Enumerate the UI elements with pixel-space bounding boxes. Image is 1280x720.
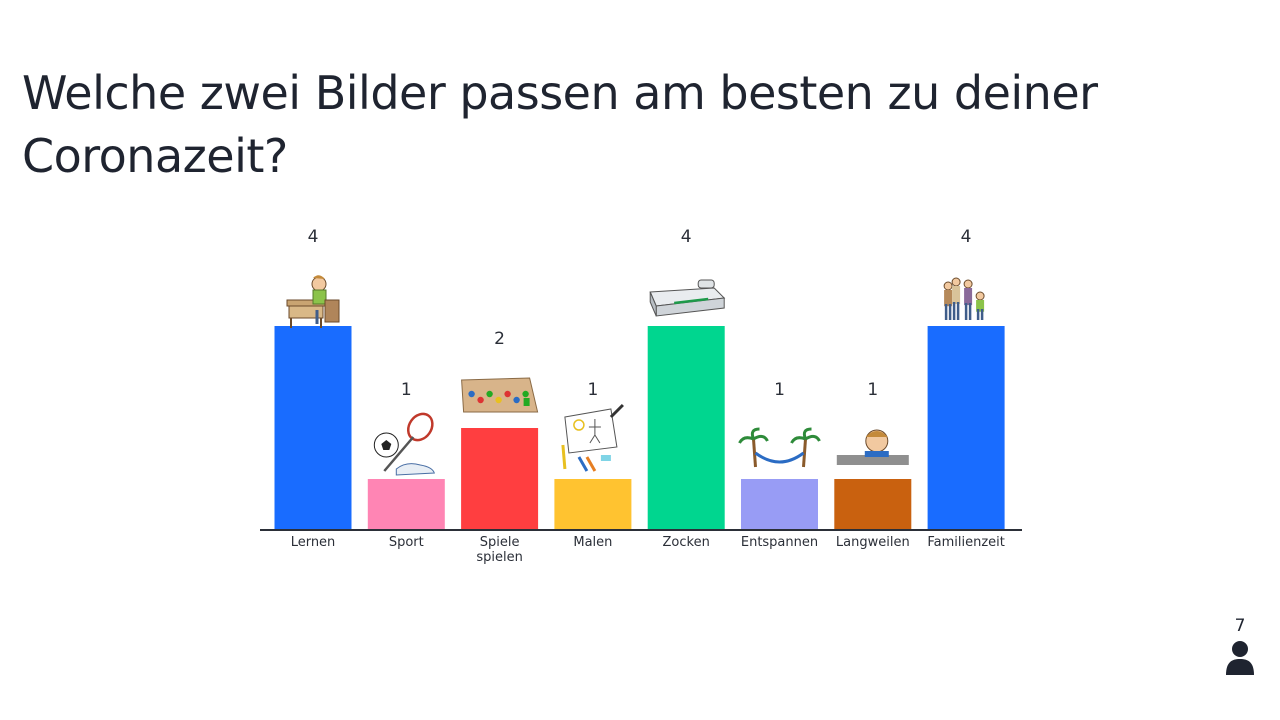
data-label: 2 (494, 329, 505, 349)
hammock-palms-icon (738, 427, 821, 468)
drawing-paper-icon (561, 403, 624, 472)
bar (367, 479, 445, 530)
category-label: Langweilen (836, 535, 910, 550)
category-label: Malen (573, 535, 612, 550)
data-label: 4 (681, 227, 692, 247)
category-label: Spiele spielen (476, 535, 522, 565)
bar (834, 479, 912, 530)
bar (741, 479, 818, 530)
bar (274, 326, 352, 530)
participant-count: 7 (1234, 616, 1246, 636)
data-label: 1 (867, 380, 878, 400)
student-at-desk-icon (286, 275, 340, 328)
data-label: 1 (587, 380, 598, 400)
category-label: Zocken (663, 535, 710, 550)
person-icon (1226, 641, 1254, 675)
data-label: 1 (774, 380, 785, 400)
board-game-icon (461, 377, 539, 413)
category-label: Entspannen (741, 535, 818, 550)
bar (927, 326, 1005, 530)
category-label: Familienzeit (927, 535, 1005, 550)
family-icon (943, 277, 985, 320)
bored-child-icon (836, 429, 909, 465)
data-label: 4 (961, 227, 972, 247)
participant-counter: 7 (1206, 616, 1266, 676)
bar (554, 479, 632, 530)
game-console-icon (649, 279, 726, 317)
category-label: Sport (389, 535, 424, 550)
question-title: Welche zwei Bilder passen am besten zu d… (22, 66, 1098, 183)
bar (647, 326, 725, 530)
data-label: 1 (401, 380, 412, 400)
bar (461, 428, 539, 530)
data-label: 4 (308, 227, 319, 247)
category-label: Lernen (291, 535, 336, 550)
sports-equipment-icon (373, 412, 435, 476)
